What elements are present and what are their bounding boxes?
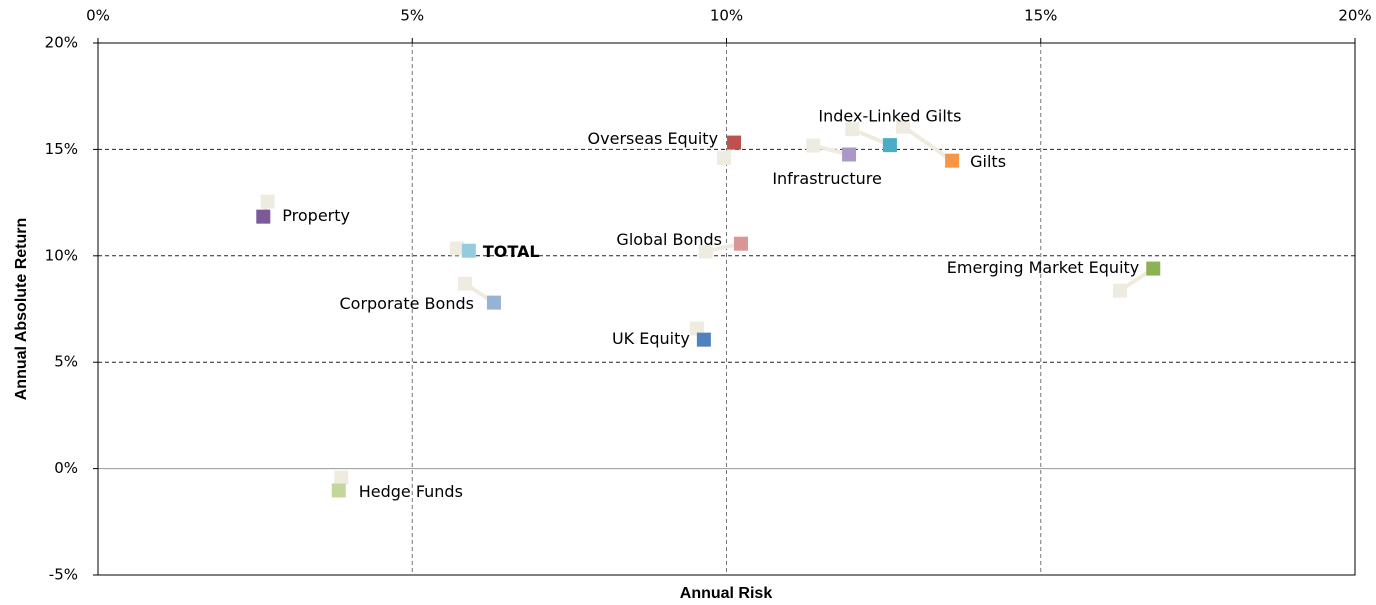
marker [842, 147, 857, 162]
trail-marker [698, 244, 713, 259]
trail-marker [458, 276, 473, 291]
y-tick-label: 15% [45, 140, 78, 158]
point-label: Gilts [970, 152, 1006, 171]
marker [1146, 261, 1161, 276]
point-label: TOTAL [483, 242, 540, 261]
trail-marker [689, 321, 704, 336]
trail-marker [260, 194, 275, 209]
x-tick-label: 10% [710, 7, 743, 25]
y-tick-label: -5% [49, 566, 78, 584]
y-axis-title: Annual Absolute Return [13, 218, 30, 401]
point-label: Infrastructure [772, 169, 881, 188]
trail-marker [845, 122, 860, 137]
point-label: Property [282, 206, 350, 225]
marker [461, 243, 476, 258]
trail-marker [806, 138, 821, 153]
y-tick-label: 0% [54, 459, 78, 477]
marker [945, 153, 960, 168]
point-label: Hedge Funds [359, 482, 463, 501]
point-label: Global Bonds [616, 230, 722, 249]
marker [733, 236, 748, 251]
point-label: Corporate Bonds [339, 294, 473, 313]
x-axis-title: Annual Risk [680, 585, 773, 602]
y-tick-label: 20% [45, 34, 78, 52]
marker [727, 135, 742, 150]
point-label: UK Equity [612, 329, 690, 348]
trail-marker [716, 150, 731, 165]
marker [331, 483, 346, 498]
point-label: Index-Linked Gilts [818, 107, 961, 126]
marker [882, 138, 897, 153]
plot-area [97, 42, 1356, 576]
trail-marker [1112, 283, 1127, 298]
marker [486, 295, 501, 310]
y-tick-label: 5% [54, 353, 78, 371]
point-label: Overseas Equity [588, 129, 718, 148]
point-label: Emerging Market Equity [947, 258, 1140, 277]
marker [696, 332, 711, 347]
x-tick-label: 5% [400, 7, 424, 25]
trail-marker [334, 470, 349, 485]
x-tick-label: 0% [86, 7, 110, 25]
marker [256, 209, 271, 224]
x-tick-label: 15% [1024, 7, 1057, 25]
trail-marker [896, 119, 911, 134]
y-tick-label: 10% [45, 246, 78, 264]
x-tick-label: 20% [1338, 7, 1371, 25]
trail-marker [449, 241, 464, 256]
trail-line [901, 124, 954, 163]
